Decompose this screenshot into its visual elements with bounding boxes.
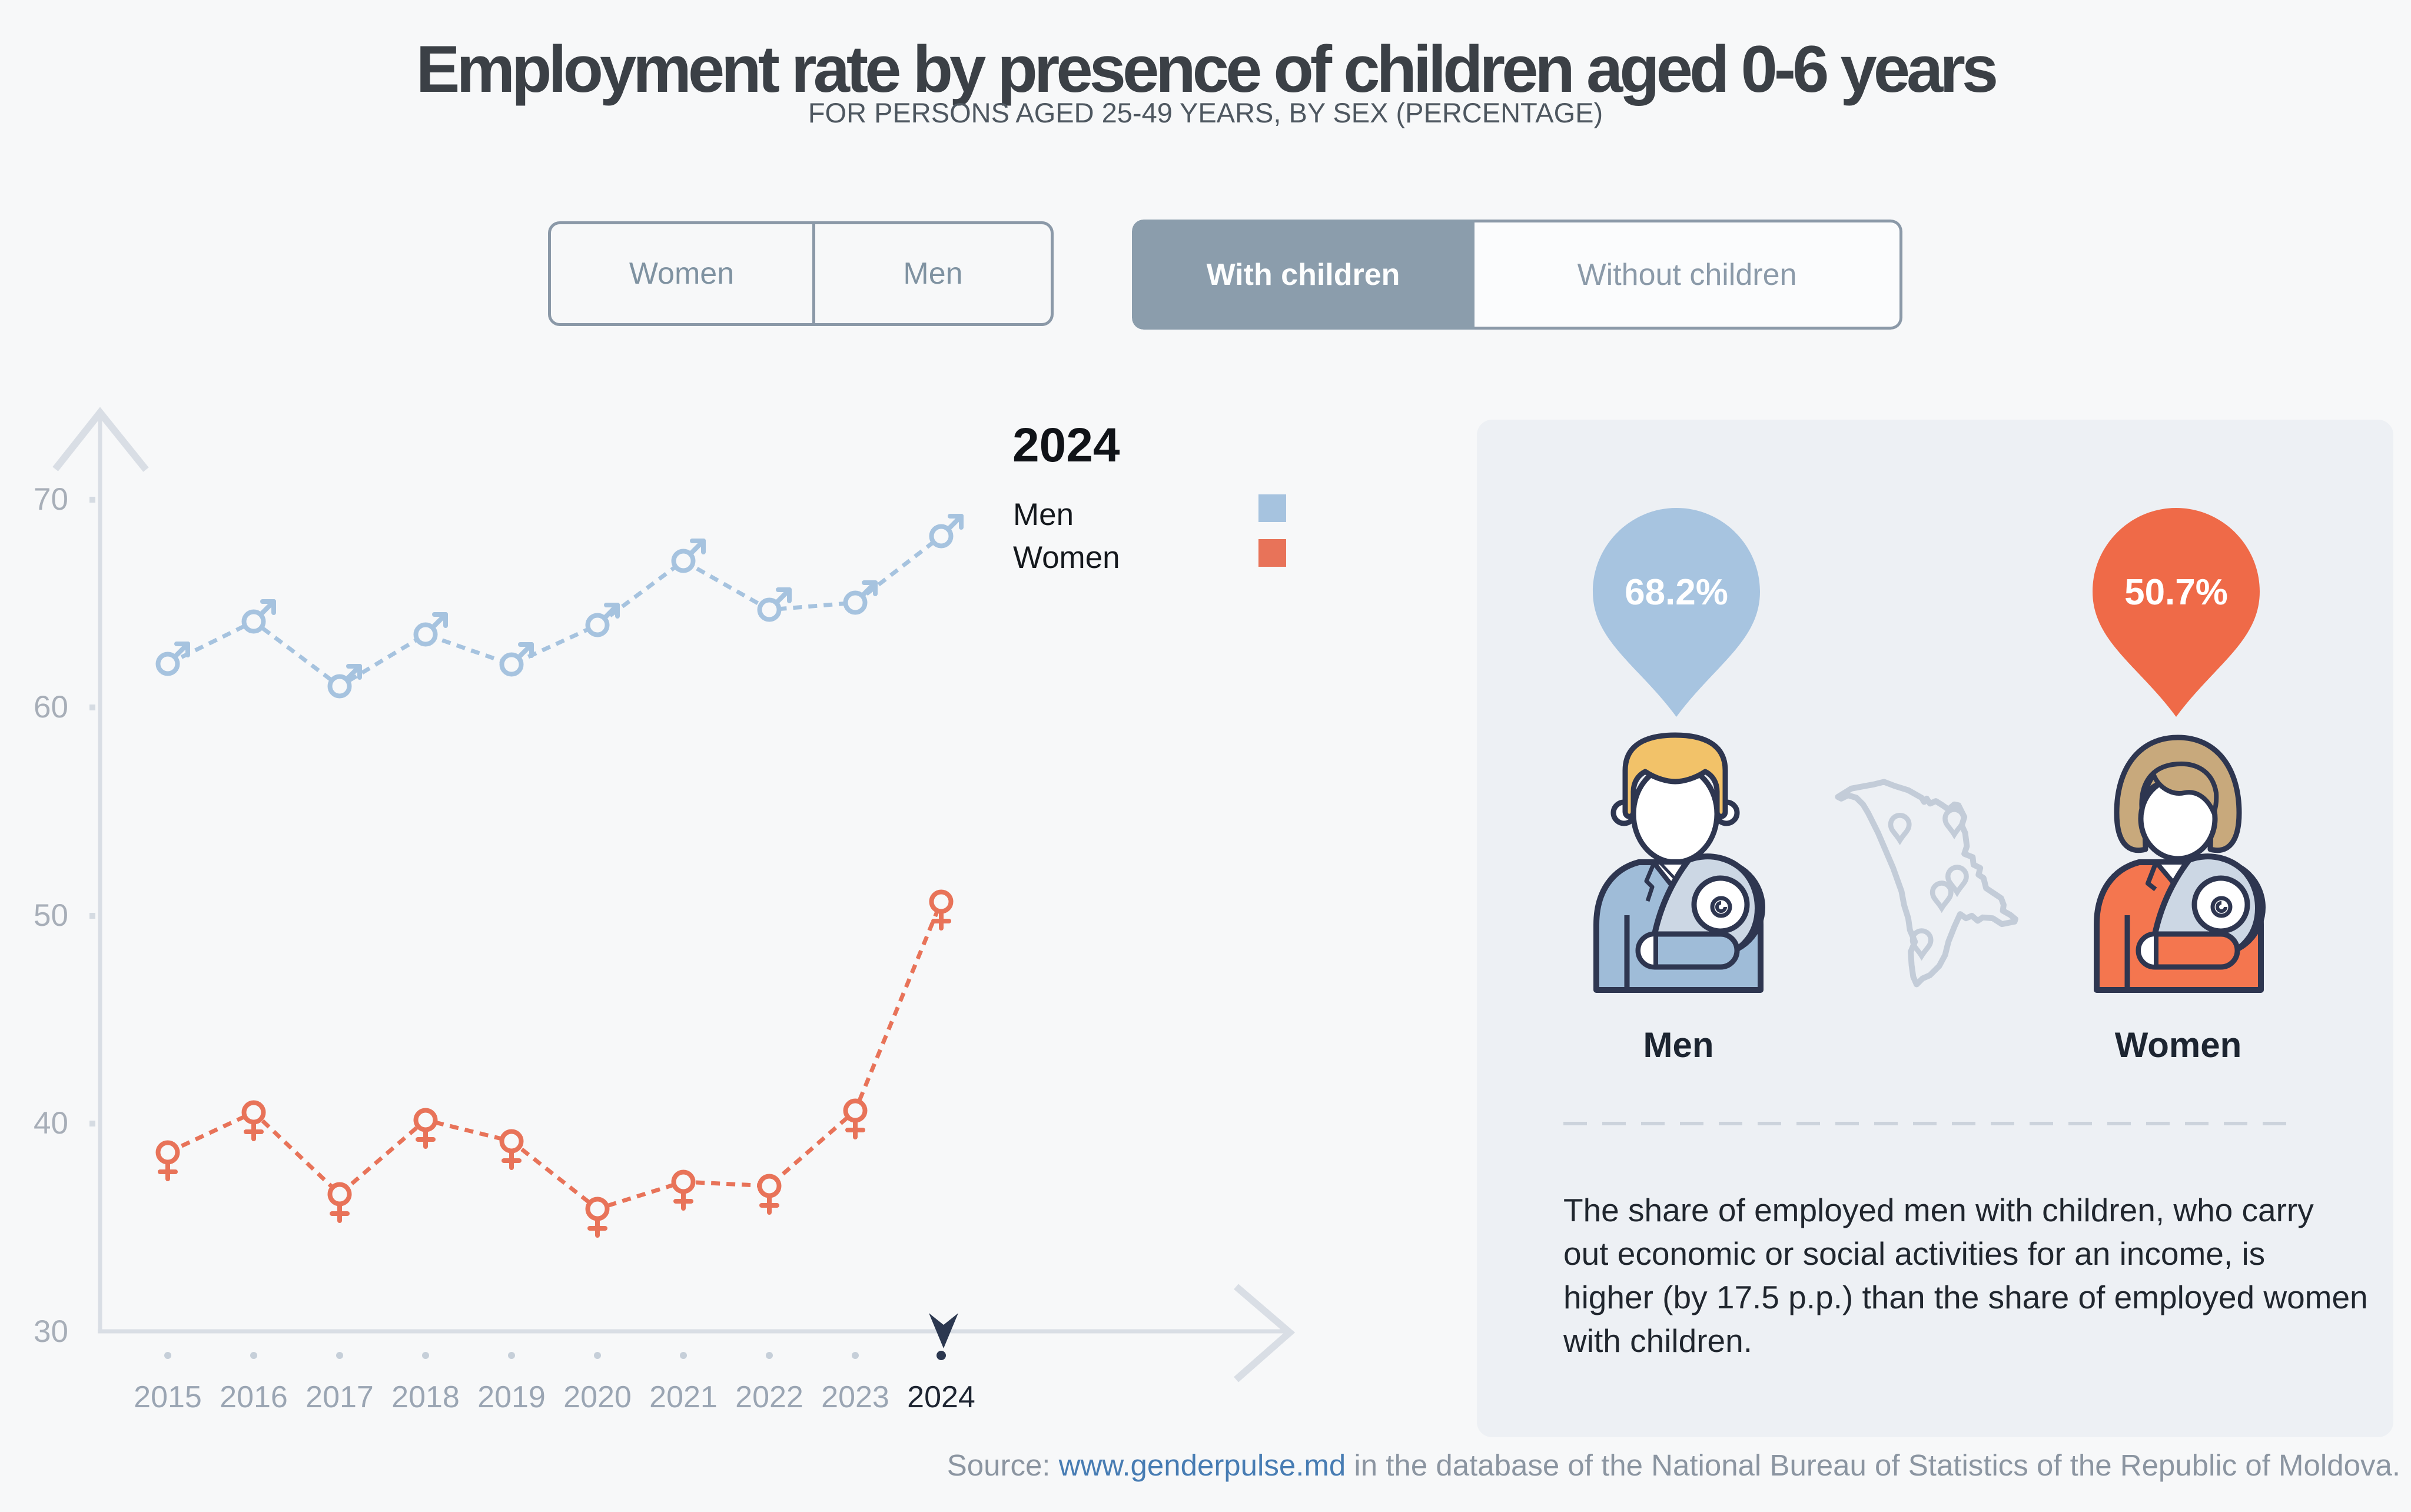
svg-text:68.2%: 68.2% bbox=[1625, 572, 1728, 613]
svg-text:50.7%: 50.7% bbox=[2124, 572, 2228, 613]
